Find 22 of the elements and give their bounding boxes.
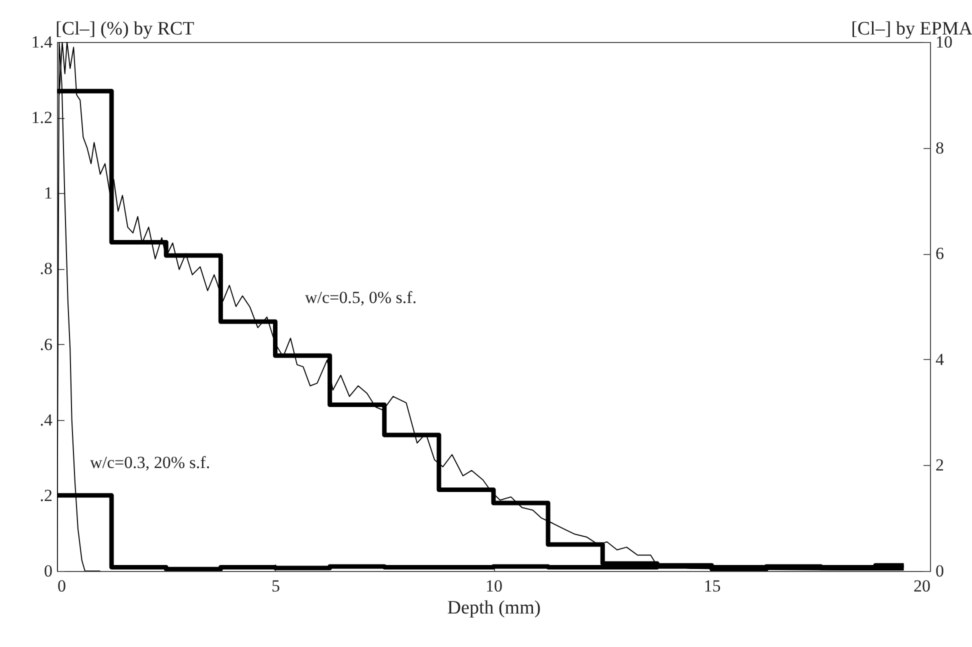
y-tick-label: 1	[44, 184, 52, 203]
annotation: w/c=0.3, 20% s.f.	[90, 453, 210, 472]
y2-tick-label: 0	[936, 562, 944, 580]
x-tick-label: 0	[58, 576, 66, 596]
y-tick-label: 0	[44, 562, 52, 580]
x-tick-label: 15	[704, 576, 721, 596]
y-tick-label: .4	[40, 410, 53, 430]
y-tick-label: 1.4	[31, 32, 53, 52]
x-tick-label: 5	[272, 576, 280, 596]
annotation: w/c=0.5, 0% s.f.	[305, 288, 417, 307]
y2-tick-label: 8	[936, 138, 944, 158]
y-tick-label: .2	[40, 486, 52, 505]
y-tick-label: .6	[40, 334, 52, 354]
x-tick-label: 20	[914, 576, 930, 596]
y-tick-label: .8	[40, 259, 52, 278]
x-axis-title: Depth (mm)	[447, 598, 541, 618]
y-axis-title: [Cl–] (%) by RCT	[56, 18, 195, 40]
y2-tick-label: 6	[936, 244, 944, 264]
y2-tick-label: 4	[936, 350, 944, 369]
y2-tick-label: 2	[936, 456, 944, 475]
y-tick-label: 1.2	[31, 108, 52, 128]
x-tick-label: 10	[486, 576, 502, 596]
